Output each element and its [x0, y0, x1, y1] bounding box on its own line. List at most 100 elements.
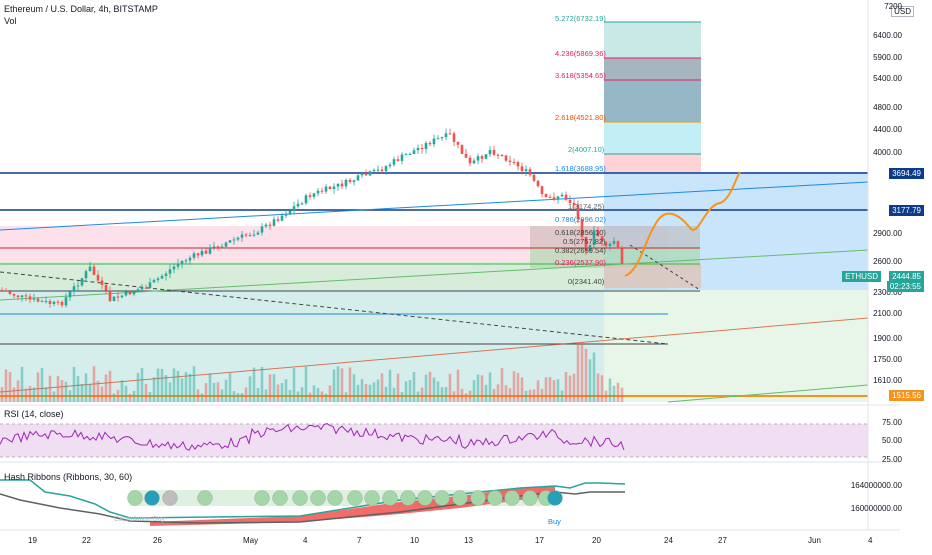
- candle-body: [256, 232, 260, 235]
- volume-bar: [228, 373, 232, 402]
- volume-bar: [56, 375, 60, 402]
- candle-body: [568, 199, 572, 203]
- candle-body: [88, 266, 92, 272]
- candle-body: [52, 301, 56, 304]
- candle-body: [548, 197, 552, 199]
- volume-bar: [600, 375, 604, 402]
- candle-body: [56, 301, 60, 303]
- volume-bar: [44, 387, 48, 402]
- candle-body: [308, 195, 312, 197]
- rsi-label[interactable]: RSI (14, close): [4, 409, 64, 419]
- level-tag-3[interactable]: 1515.56: [889, 390, 924, 401]
- candle-body: [500, 155, 504, 157]
- candle-body: [44, 301, 48, 303]
- volume-bar: [244, 387, 248, 402]
- level-tag-2[interactable]: 3177.79: [889, 205, 924, 216]
- candle-body: [288, 210, 292, 215]
- time-tick: Jun: [808, 536, 821, 545]
- volume-bar: [452, 391, 456, 402]
- candle-body: [600, 236, 604, 242]
- volume-bar: [616, 382, 620, 402]
- rsi-line[interactable]: [0, 423, 625, 451]
- volume-bar: [28, 386, 32, 402]
- candle-body: [516, 162, 520, 167]
- candle-body: [144, 287, 148, 289]
- candle-body: [128, 291, 132, 295]
- candle-body: [420, 147, 424, 150]
- candle-body: [412, 150, 416, 155]
- candle-body: [304, 195, 308, 204]
- volume-bar: [444, 387, 448, 402]
- candle-body: [428, 142, 432, 145]
- candle-body: [196, 253, 200, 256]
- currency-badge[interactable]: USD: [891, 6, 914, 17]
- price-tick: 1750.00: [873, 355, 902, 364]
- volume-bar: [428, 371, 432, 402]
- volume-bar: [592, 352, 596, 402]
- candle-body: [16, 295, 20, 298]
- volume-bar: [392, 387, 396, 402]
- price-candles: [0, 128, 624, 308]
- candle-body: [576, 204, 580, 220]
- time-tick: May: [243, 536, 259, 545]
- upper-trendline[interactable]: [0, 181, 869, 231]
- volume-bar: [336, 366, 340, 402]
- candle-body: [532, 174, 536, 181]
- candle-body: [400, 154, 404, 161]
- volume-bar: [408, 380, 412, 402]
- candle-body: [360, 174, 364, 176]
- volume-bar: [524, 390, 528, 402]
- ribbon-signal-dot: [400, 490, 416, 506]
- candle-body: [112, 296, 116, 301]
- volume-bar: [124, 385, 128, 402]
- candle-body: [60, 301, 64, 306]
- candle-body: [152, 280, 156, 283]
- volume-bars: [0, 342, 624, 402]
- volume-bar: [64, 381, 68, 402]
- volume-bar: [20, 366, 24, 402]
- candle-body: [504, 155, 508, 161]
- candle-body: [180, 260, 184, 264]
- middle-trendline[interactable]: [0, 249, 869, 301]
- candle-body: [592, 230, 596, 246]
- candle-body: [372, 169, 376, 172]
- orange-projection-path[interactable]: [624, 171, 741, 277]
- volume-bar: [376, 379, 380, 402]
- volume-bar: [216, 382, 220, 402]
- volume-bar: [112, 393, 116, 402]
- ribbon-signal-dot: [522, 490, 538, 506]
- candle-body: [424, 142, 428, 150]
- candle-body: [496, 154, 500, 156]
- hash-fast-line: [0, 479, 626, 519]
- volume-bar: [40, 368, 44, 402]
- candle-body: [388, 164, 392, 167]
- hash-ribbons-label[interactable]: Hash Ribbons (Ribbons, 30, 60): [4, 472, 133, 482]
- candle-body: [448, 133, 452, 135]
- volume-bar: [484, 384, 488, 402]
- candle-body: [12, 293, 16, 296]
- ribbon-signal-dot: [504, 490, 520, 506]
- candle-body: [48, 301, 52, 304]
- volume-bar: [140, 367, 144, 402]
- symbol-tag[interactable]: ETHUSD: [842, 271, 881, 282]
- candle-body: [216, 246, 220, 248]
- time-tick: 26: [153, 536, 162, 545]
- fib-ext-label-4: 2.618(4521.80): [555, 113, 606, 122]
- level-tag-1[interactable]: 3694.49: [889, 168, 924, 179]
- candle-body: [140, 287, 144, 290]
- red-trendline[interactable]: [0, 317, 869, 393]
- time-tick: 19: [28, 536, 37, 545]
- candle-body: [536, 180, 540, 187]
- time-tick: 4: [868, 536, 873, 545]
- volume-bar: [240, 393, 244, 402]
- current-price-tag[interactable]: 2444.85: [889, 271, 924, 282]
- ribbon-signal-dot: [487, 490, 503, 506]
- volume-bar: [160, 368, 164, 402]
- candle-body: [296, 203, 300, 207]
- green-trendline-low[interactable]: [667, 384, 869, 403]
- volume-bar: [72, 366, 76, 402]
- volume-bar: [60, 380, 64, 402]
- volume-bar: [396, 373, 400, 402]
